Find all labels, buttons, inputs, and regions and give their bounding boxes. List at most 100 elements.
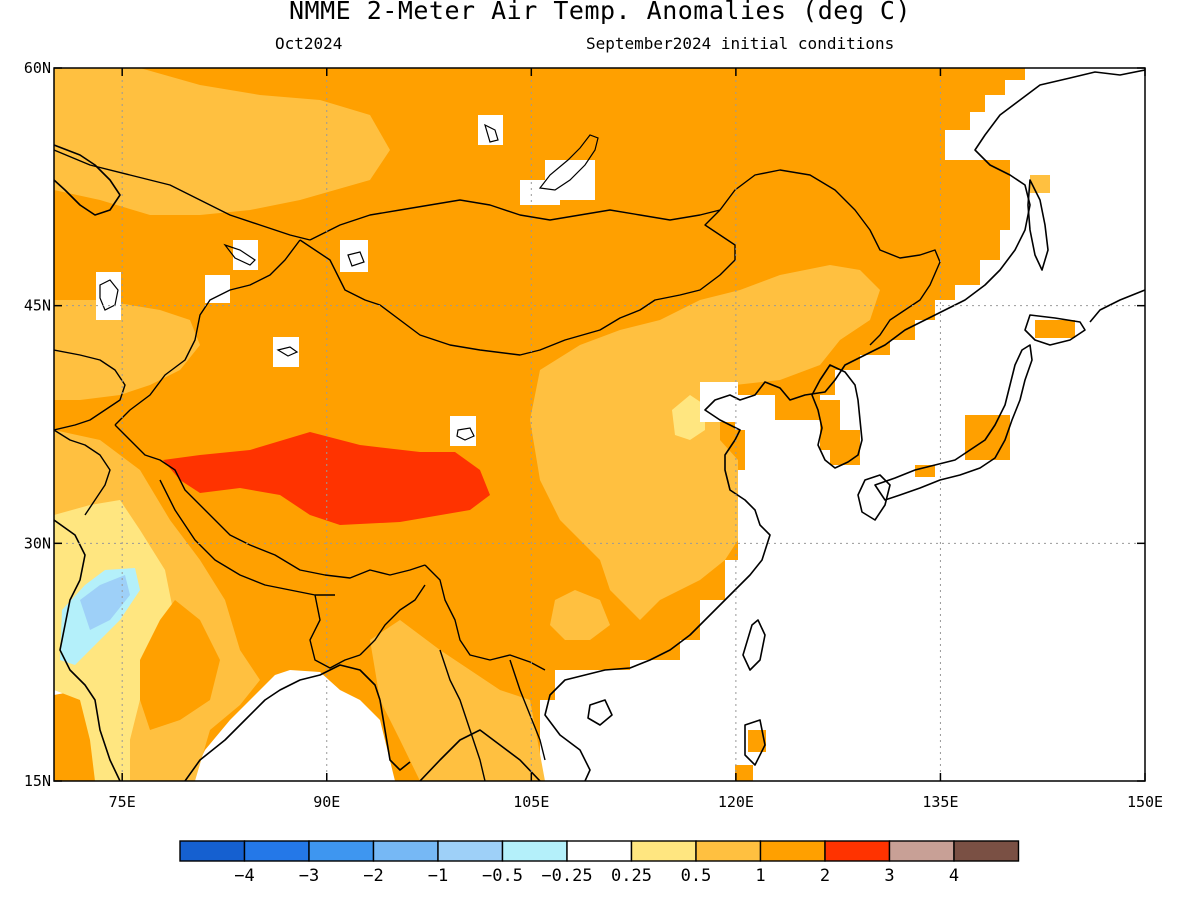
- latitude-axis: 15N 30N 45N 60N: [24, 59, 1145, 790]
- legend-swatch: [695, 840, 762, 862]
- border-russia-kazakhstan: [54, 149, 311, 241]
- baikal-mask: [520, 180, 560, 205]
- eastern-china-moderate-area: [530, 265, 880, 620]
- coastline-luzon: [744, 719, 766, 766]
- legend-label: 0.25: [611, 866, 652, 886]
- border-russia-mongolia: [309, 199, 721, 241]
- luzon-warm-cell: [735, 765, 753, 781]
- lon-tick-label: 120E: [718, 793, 754, 811]
- coastline-japan-kyushu: [857, 474, 891, 521]
- lake-baikal: [538, 134, 599, 191]
- coastline-indochina: [419, 729, 541, 781]
- legend-swatch: [243, 840, 310, 862]
- coastline-india-west: [54, 519, 121, 781]
- lon-tick-label: 150E: [1127, 793, 1163, 811]
- border-russia-china-northeast: [719, 169, 941, 346]
- border-himalaya-south: [159, 479, 335, 596]
- sakhalin-cell: [1030, 175, 1050, 193]
- lake-mongolia: [347, 251, 365, 267]
- lon-tick-label: 105E: [513, 793, 549, 811]
- border-afghanistan-pakistan: [54, 429, 111, 516]
- border-myanmar-china: [424, 564, 546, 671]
- valid-month: Oct2024: [275, 34, 343, 53]
- india-warm-core: [140, 600, 220, 730]
- coastline-hokkaido: [1024, 314, 1086, 346]
- india-west-coast-light-area: [54, 500, 175, 781]
- lon-tick-label: 90E: [313, 793, 340, 811]
- legend-swatch: [566, 840, 633, 862]
- kazakhstan-moderate-area: [54, 300, 200, 400]
- qinghai-lake: [456, 427, 475, 441]
- taiwan-warm-cell: [748, 730, 766, 752]
- south-china-moderate-area: [550, 590, 610, 640]
- map-frame: [53, 67, 1146, 782]
- bay-of-bengal-near-zero-area: [190, 670, 395, 781]
- border-mongolia-china: [299, 209, 736, 356]
- legend-label: 3: [884, 866, 894, 886]
- legend-swatch: [888, 840, 955, 862]
- initial-conditions: September2024 initial conditions: [586, 34, 895, 53]
- lake-issyk-kul: [276, 346, 299, 357]
- lon-tick-label: 135E: [922, 793, 958, 811]
- tibet-strong-warm-area: [163, 432, 490, 525]
- legend-label: −2: [363, 866, 383, 886]
- legend-label: −0.5: [482, 866, 523, 886]
- color-legend: −4 −3 −2 −1 −0.5 −0.25 0.25 0.5 1 2 3 4: [179, 840, 1020, 886]
- coastline-east-asia: [544, 69, 1145, 781]
- legend-swatch: [501, 840, 568, 862]
- lat-tick-label: 45N: [24, 297, 51, 315]
- indochina-moderate-area: [370, 620, 545, 781]
- coastline-hainan: [587, 699, 613, 726]
- lake-mask: [273, 337, 299, 367]
- lat-tick-label: 30N: [24, 534, 51, 552]
- border-india-myanmar: [359, 584, 426, 656]
- border-china-kazakhstan: [114, 239, 301, 426]
- korea-south-warm-cells: [830, 430, 860, 465]
- lake-mask: [478, 115, 503, 145]
- map-title: NMME 2-Meter Air Temp. Anomalies (deg C): [288, 0, 912, 25]
- gridlines: [54, 68, 1145, 781]
- coastline-kamchatka: [1089, 289, 1145, 323]
- lake-mask: [233, 240, 258, 270]
- coastline-taiwan: [742, 619, 766, 671]
- legend-swatch: [759, 840, 826, 862]
- coastline-india-east: [184, 664, 381, 781]
- legend-label: −3: [299, 866, 319, 886]
- legend-label: −0.25: [541, 866, 592, 886]
- map-plot-area: [54, 68, 1145, 781]
- north-china-light-cell: [672, 395, 705, 440]
- hokkaido-warm-cells: [1035, 320, 1075, 338]
- legend-label: 0.5: [681, 866, 712, 886]
- border-myanmar-thailand: [439, 649, 486, 781]
- lake-mask: [205, 275, 230, 303]
- lon-tick-label: 75E: [109, 793, 136, 811]
- legend-swatch: [824, 840, 891, 862]
- legend-swatch: [630, 840, 697, 862]
- border-india-bangladesh: [309, 594, 361, 669]
- coastline-japan-honshu: [874, 344, 1033, 501]
- lake-mask: [340, 240, 368, 272]
- coastline-myanmar: [379, 699, 411, 771]
- legend-label: −1: [428, 866, 448, 886]
- aral-sea: [99, 279, 119, 311]
- legend-swatch: [179, 840, 246, 862]
- legend-label: 4: [949, 866, 959, 886]
- legend-label: 2: [820, 866, 830, 886]
- lat-tick-label: 60N: [24, 59, 51, 77]
- legend-label: −4: [234, 866, 254, 886]
- lat-tick-label: 15N: [24, 772, 51, 790]
- cool-anomaly-medium: [80, 575, 130, 630]
- legend-swatch: [372, 840, 439, 862]
- legend-label: 1: [755, 866, 765, 886]
- coastline-caspian: [54, 144, 121, 216]
- longitude-axis: 75E 90E 105E 120E 135E 150E: [109, 68, 1163, 811]
- bohai-mask: [700, 382, 738, 422]
- borders: [54, 149, 941, 781]
- ocean-near-zero-area: [540, 68, 1145, 781]
- border-china-india-west: [114, 424, 426, 579]
- lake-balkhash: [223, 243, 256, 266]
- legend-swatch: [437, 840, 504, 862]
- coastlines: [54, 69, 1145, 781]
- lakes: [99, 123, 599, 441]
